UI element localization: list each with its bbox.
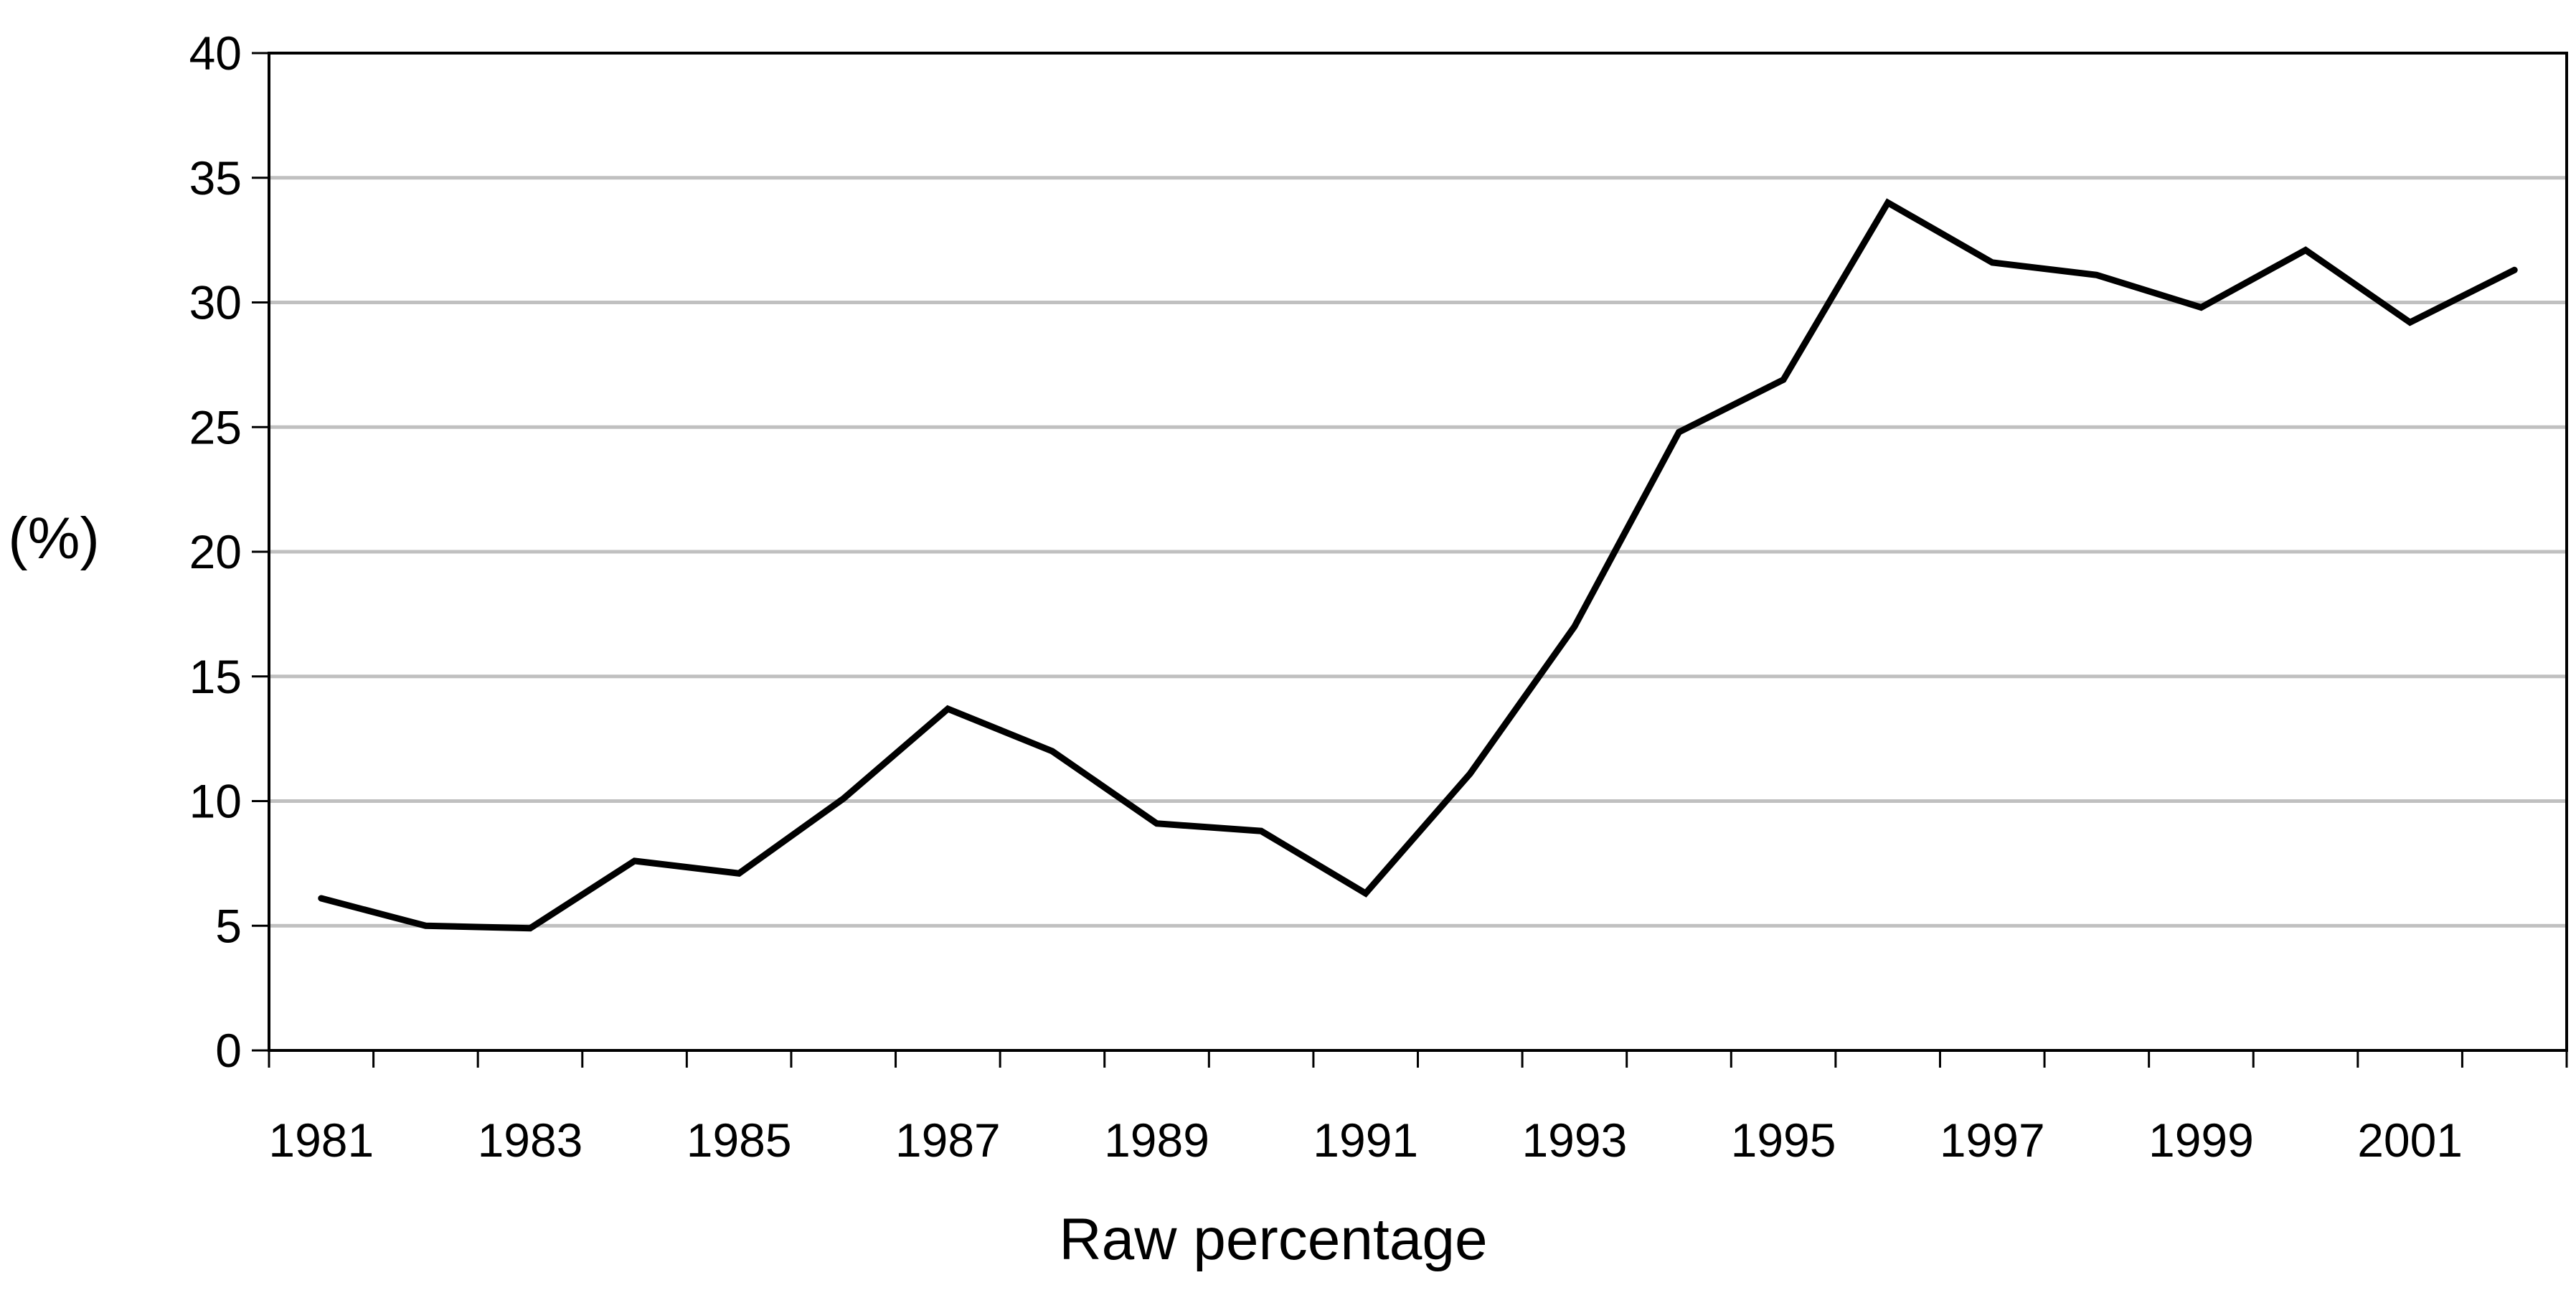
y-tick-label: 15: [189, 650, 242, 703]
axes: [252, 52, 2568, 1068]
tick-labels: 0 5 10 15 20 25 30 35 40 1981 1983 1985 1987 1989 1991…: [189, 27, 2463, 1167]
series-layer: [318, 198, 2518, 932]
y-axis-title: (%): [8, 506, 100, 571]
x-tick-label: 1993: [1521, 1114, 1627, 1167]
y-tick-label: 35: [189, 151, 242, 204]
x-tick-label: 1989: [1104, 1114, 1209, 1167]
x-tick-label: 1995: [1731, 1114, 1836, 1167]
y-tick-label: 40: [189, 27, 242, 80]
x-tick-label: 1999: [2148, 1114, 2254, 1167]
y-tick-label: 25: [189, 400, 242, 453]
series-line: [318, 198, 2518, 932]
x-tick-label: 1997: [1940, 1114, 2045, 1167]
x-tick-label: 1985: [687, 1114, 792, 1167]
x-axis-title: Raw percentage: [1059, 1207, 1487, 1272]
x-tick-label: 1991: [1313, 1114, 1418, 1167]
gridlines: [269, 176, 2567, 928]
y-tick-label: 20: [189, 525, 242, 578]
y-tick-label: 10: [189, 775, 242, 828]
y-tick-label: 30: [189, 276, 242, 329]
y-tick-label: 0: [215, 1024, 242, 1077]
y-tick-label: 5: [215, 899, 242, 952]
x-tick-label: 2001: [2357, 1114, 2463, 1167]
x-tick-label: 1983: [478, 1114, 583, 1167]
x-tick-label: 1987: [895, 1114, 1001, 1167]
x-tick-label: 1981: [268, 1114, 374, 1167]
